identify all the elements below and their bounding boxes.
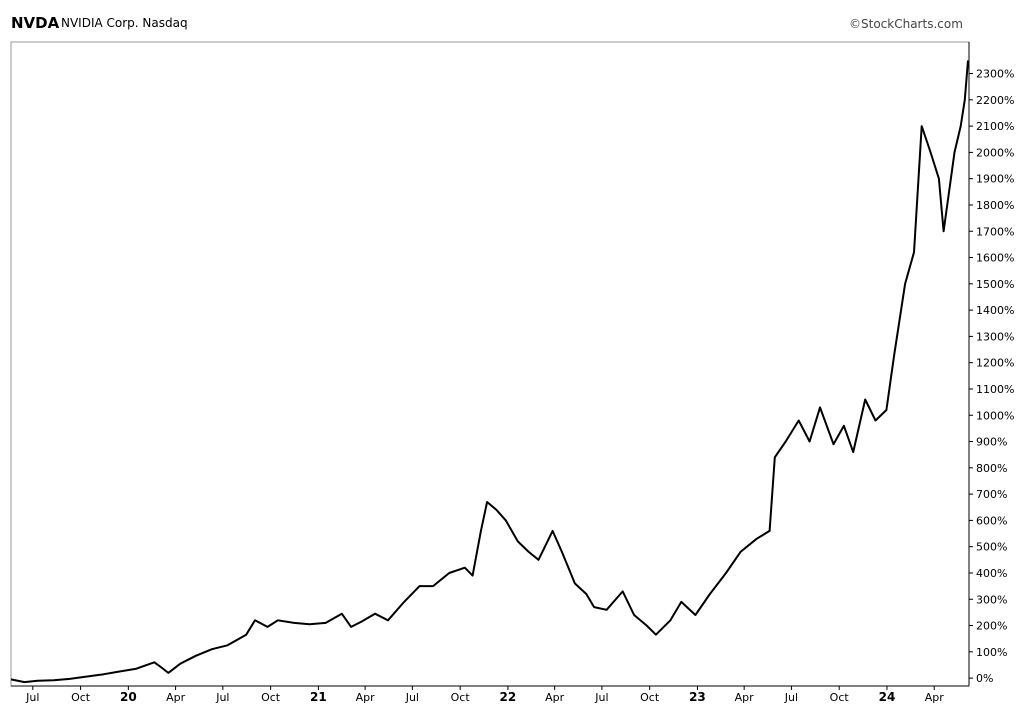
- y-tick-label: 2200%: [976, 94, 1014, 107]
- y-tick-label: 1400%: [976, 304, 1014, 317]
- y-tick-label: 1000%: [976, 409, 1014, 422]
- x-tick-label: 23: [689, 690, 706, 704]
- y-axis-ticks: 0% 100% 200% 300% 400% 500% 600% 700% 800% 900% 10…: [969, 68, 1014, 685]
- x-tick-label: Jul: [784, 691, 798, 704]
- y-tick-label: 1500%: [976, 278, 1014, 291]
- x-tick-label: Jul: [405, 691, 419, 704]
- x-tick-label: 22: [500, 690, 517, 704]
- x-tick-label: Apr: [735, 691, 755, 704]
- y-tick-label: 400%: [976, 567, 1007, 580]
- y-tick-label: 1700%: [976, 225, 1014, 238]
- x-tick-label: Oct: [451, 691, 471, 704]
- y-tick-label: 900%: [976, 436, 1007, 449]
- x-tick-label: Apr: [166, 691, 186, 704]
- plot-frame: [10, 41, 970, 687]
- y-tick-label: 100%: [976, 646, 1007, 659]
- y-tick-label: 200%: [976, 620, 1007, 633]
- x-axis-ticks: Jul Oct 20 Apr Jul Oct 21 Apr Jul Oct 22 Apr Jul Oct 2…: [25, 686, 944, 704]
- x-tick-label: Oct: [261, 691, 281, 704]
- x-tick-label: Apr: [356, 691, 376, 704]
- x-tick-label: Apr: [925, 691, 945, 704]
- y-tick-label: 300%: [976, 593, 1007, 606]
- y-tick-label: 2300%: [976, 68, 1014, 81]
- y-tick-label: 500%: [976, 541, 1007, 554]
- price-line: [10, 60, 969, 684]
- y-tick-label: 2000%: [976, 146, 1014, 159]
- y-tick-label: 1100%: [976, 383, 1014, 396]
- y-tick-label: 1300%: [976, 330, 1014, 343]
- y-tick-label: 600%: [976, 514, 1007, 527]
- y-tick-label: 1600%: [976, 252, 1014, 265]
- y-tick-label: 1200%: [976, 357, 1014, 370]
- x-tick-label: Jul: [594, 691, 608, 704]
- x-tick-label: 24: [879, 690, 896, 704]
- y-tick-label: 700%: [976, 488, 1007, 501]
- source-credit: ©StockCharts.com: [849, 17, 963, 31]
- x-tick-label: Jul: [25, 691, 39, 704]
- company-name: NVIDIA Corp. Nasdaq: [61, 16, 188, 30]
- y-tick-label: 1800%: [976, 199, 1014, 212]
- x-tick-label: Apr: [545, 691, 565, 704]
- ticker-symbol: NVDA: [11, 14, 60, 32]
- x-tick-label: 20: [120, 690, 137, 704]
- x-tick-label: Jul: [215, 691, 229, 704]
- y-tick-label: 1900%: [976, 173, 1014, 186]
- x-tick-label: Oct: [640, 691, 660, 704]
- x-tick-label: 21: [310, 690, 327, 704]
- x-tick-label: Oct: [830, 691, 850, 704]
- x-tick-label: Oct: [71, 691, 91, 704]
- y-tick-label: 800%: [976, 462, 1007, 475]
- y-tick-label: 2100%: [976, 120, 1014, 133]
- y-tick-label: 0%: [976, 672, 993, 685]
- series-group: [10, 60, 969, 684]
